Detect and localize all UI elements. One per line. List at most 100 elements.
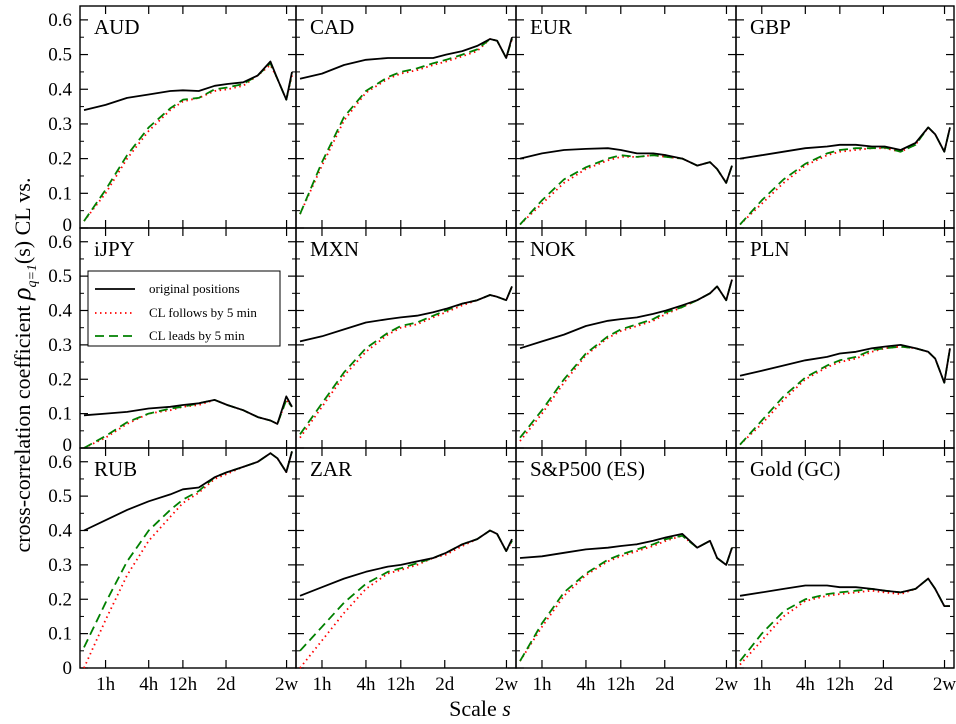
y-tick-label: 0.3 [48,335,72,356]
legend-label-original: original positions [149,281,240,296]
panel-aud: 0 0.1 0.2 0.3 0.4 0.5 0.6 AUD [48,5,297,236]
x-tick-label: 1h [752,674,772,695]
panel-cad: CAD [295,5,517,229]
x-tick-label: 2d [874,674,894,695]
y-tick-label: 0.4 [48,79,72,100]
y-tick-label: 0.5 [48,266,72,287]
y-tick-label: 0.3 [48,555,72,576]
panel-nok: NOK [515,227,737,449]
legend-label-leads: CL leads by 5 min [149,328,245,343]
panel-label-s-p500-es: S&P500 (ES) [530,457,645,481]
x-tick-label: 2d [655,674,675,695]
series-original-gold-gc [739,577,950,607]
y-tick-label: 0.5 [48,486,72,507]
panel-frame [735,447,955,669]
panel-frame [515,5,737,229]
panel-label-gold-gc: Gold (GC) [750,457,840,481]
x-tick-label: 4h [576,674,596,695]
panel-label-nok: NOK [530,237,576,261]
series-original-aud [83,60,293,111]
series-leads-eur [519,154,733,226]
series-original-ijpy [83,395,293,425]
legend-box [87,270,281,347]
panel-frame [79,447,297,669]
series-follows-ijpy [83,399,293,449]
y-tick-label: 0.2 [48,589,72,610]
panel-rub: 0 0.1 0.2 0.3 0.4 0.5 0.6 1h 4h 12h 2d 2w RUB [48,447,299,695]
series-original-gbp [739,126,951,160]
y-tick-label: 0.3 [48,114,72,135]
x-tick-label: 2w [933,674,956,695]
panel-gbp: GBP [735,5,955,229]
series-original-cad [299,36,513,80]
series-follows-mxn [299,286,513,439]
x-tick-label: 4h [139,674,159,695]
x-tick-label: 4h [796,674,816,695]
series-original-pln [739,344,951,384]
y-tick-label: 0.4 [48,521,72,542]
series-follows-rub [83,451,293,669]
series-follows-zar [299,529,513,669]
panel-label-eur: EUR [530,15,572,39]
series-follows-cad [299,38,513,215]
x-tick-label: 1h [96,674,116,695]
legend: original positions CL follows by 5 min C… [87,270,281,347]
panel-grid: 0 0.1 0.2 0.3 0.4 0.5 0.6 AUD CAD EUR GBP 0 0.1 0.2 0.… [48,5,956,695]
x-axis-label-text: Scale [449,696,502,721]
panel-label-rub: RUB [94,457,137,481]
y-axis-label-sub: q=1 [25,264,40,287]
y-tick-label: 0.4 [48,301,72,322]
series-leads-mxn [299,286,513,435]
panel-frame [295,5,517,229]
x-tick-label: 12h [169,674,198,695]
y-tick-label: 0.6 [48,452,72,473]
x-tick-label: 1h [532,674,552,695]
panel-label-gbp: GBP [750,15,791,39]
series-original-eur [519,147,733,184]
x-tick-label: 12h [826,674,855,695]
panel-label-cad: CAD [310,15,354,39]
x-tick-label: 2w [275,674,299,695]
series-follows-pln [739,345,951,446]
panel-label-ijpy: iJPY [94,237,135,261]
series-follows-gbp [739,126,951,226]
x-tick-label: 2d [435,674,455,695]
panel-frame [295,227,517,449]
x-axis-label: Scale s [449,696,511,721]
series-original-mxn [299,286,513,343]
y-tick-label: 0 [63,215,73,236]
series-follows-nok [519,279,733,442]
panel-pln: PLN [735,227,955,449]
series-original-zar [299,529,513,597]
x-tick-label: 2w [495,674,519,695]
panel-label-aud: AUD [94,15,140,39]
y-axis-label-prefix: cross-correlation coefficient [10,300,35,552]
panel-gold-gc: 1h 4h 12h 2d 2w Gold (GC) [735,447,956,695]
y-tick-label: 0.6 [48,232,72,253]
x-tick-label: 1h [312,674,332,695]
y-tick-label: 0.6 [48,10,72,31]
y-tick-label: 0.5 [48,45,72,66]
panel-frame [295,447,517,669]
y-axis-label-rho: ρ [7,288,36,301]
panel-frame [735,5,955,229]
panel-label-zar: ZAR [310,457,352,481]
y-tick-label: 0.1 [48,404,72,425]
x-tick-label: 4h [356,674,376,695]
panel-label-pln: PLN [750,237,790,261]
panel-mxn: MXN [295,227,517,449]
x-tick-label: 2w [715,674,739,695]
panel-eur: EUR [515,5,737,229]
series-follows-aud [83,64,293,222]
x-tick-label: 2d [217,674,237,695]
panel-label-mxn: MXN [310,237,359,261]
series-leads-nok [519,279,733,439]
legend-label-follows: CL follows by 5 min [149,305,257,320]
y-tick-label: 0.2 [48,369,72,390]
y-tick-label: 0 [63,658,73,679]
panel-frame [515,447,737,669]
y-tick-label: 0.2 [48,149,72,170]
series-leads-ijpy [83,399,293,449]
y-axis-label: cross-correlation coefficient ρq=1(s) CL… [7,178,40,553]
panel-frame [515,227,737,449]
